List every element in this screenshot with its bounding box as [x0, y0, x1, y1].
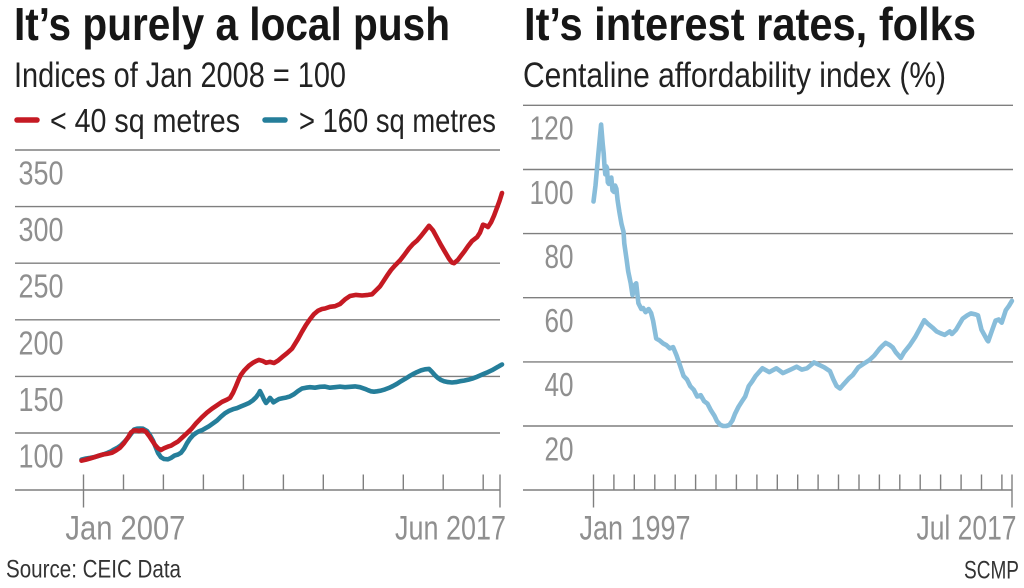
svg-text:Source: CEIC Data: Source: CEIC Data — [6, 556, 181, 584]
svg-text:It’s interest rates, folks: It’s interest rates, folks — [524, 0, 976, 50]
svg-text:300: 300 — [19, 212, 64, 249]
svg-text:80: 80 — [545, 239, 574, 276]
svg-text:40: 40 — [545, 367, 574, 404]
svg-text:100: 100 — [19, 439, 64, 476]
svg-text:120: 120 — [530, 111, 574, 148]
svg-text:Centaline affordability index: Centaline affordability index (%) — [523, 55, 946, 95]
svg-text:> 160 sq metres: > 160 sq metres — [299, 103, 496, 140]
svg-text:350: 350 — [19, 156, 64, 193]
svg-text:150: 150 — [19, 382, 64, 419]
svg-text:60: 60 — [545, 303, 574, 340]
svg-text:SCMP: SCMP — [964, 556, 1019, 583]
svg-text:Jul 2017: Jul 2017 — [917, 509, 1017, 547]
svg-text:Jan 1997: Jan 1997 — [580, 509, 691, 547]
svg-text:250: 250 — [19, 269, 64, 306]
svg-text:20: 20 — [545, 431, 574, 468]
svg-text:Jun 2017: Jun 2017 — [395, 509, 506, 547]
svg-text:200: 200 — [19, 325, 64, 362]
svg-text:It’s purely a local push: It’s purely a local push — [14, 0, 450, 50]
svg-text:< 40 sq metres: < 40 sq metres — [50, 103, 240, 140]
svg-text:Indices of Jan 2008 = 100: Indices of Jan 2008 = 100 — [14, 55, 346, 95]
svg-text:Jan 2007: Jan 2007 — [65, 509, 185, 547]
svg-text:100: 100 — [530, 175, 574, 212]
